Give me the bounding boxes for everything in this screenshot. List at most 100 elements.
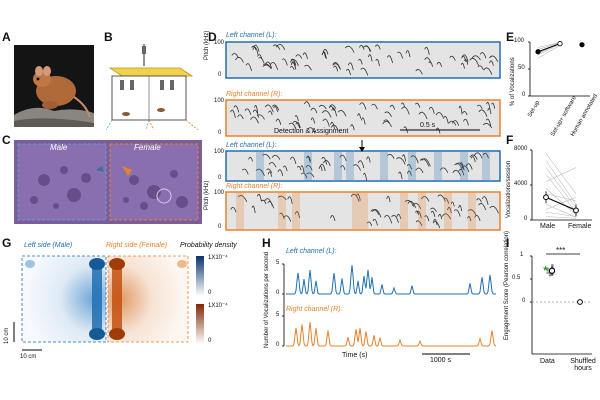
syllable [245, 63, 252, 72]
mouse-photo [14, 45, 94, 127]
syllable [421, 196, 430, 202]
syllable [323, 160, 331, 167]
syllable [287, 196, 293, 204]
i-ytick-0: 0 [522, 298, 526, 304]
e-mean-point [557, 41, 563, 47]
f-ytick-4000: 4000 [514, 181, 528, 187]
syllable [368, 54, 373, 62]
syllable [396, 157, 406, 165]
e-mean-line [537, 43, 561, 53]
detected-right-segment [418, 193, 426, 229]
syllable [270, 62, 279, 71]
syllable [451, 120, 460, 126]
detected-right-segment [236, 193, 244, 229]
setup-diagram [106, 44, 199, 130]
syllable [268, 162, 277, 168]
syllable [489, 205, 499, 214]
g-cb-top-2: 1X10⁻⁴ [208, 303, 228, 309]
f-individual-line [545, 160, 577, 205]
arena-image [14, 140, 202, 224]
f-ylabel: Vocalizations/session [506, 160, 512, 218]
syllable [489, 60, 494, 66]
e-ytick-0: 0 [522, 92, 526, 98]
panel-h: Left channel (L): Right channel (R): 5 0… [264, 240, 502, 390]
syllable [483, 67, 493, 75]
syllable [295, 121, 301, 129]
syllable [277, 195, 287, 201]
syllable [482, 152, 489, 159]
syllable [282, 58, 288, 66]
syllable [433, 218, 438, 226]
syllable [294, 115, 299, 122]
e-individual-line [537, 44, 561, 59]
syllable [237, 195, 248, 202]
syllable [397, 51, 404, 59]
h-left-trace [286, 265, 496, 295]
syllable [344, 45, 355, 53]
syllable [272, 44, 281, 50]
syllable [366, 221, 373, 226]
syllable [491, 102, 496, 109]
d-arrow-label: Detection & Assignment [274, 128, 349, 135]
syllable [230, 206, 237, 213]
e-individual-line [537, 43, 561, 56]
h-ytick-0b: 0 [276, 342, 280, 348]
e-ytick-100: 100 [514, 38, 525, 44]
syllable [318, 165, 323, 172]
syllable [264, 61, 272, 69]
syllable [321, 156, 328, 165]
syllable [233, 105, 240, 113]
syllable [386, 55, 393, 64]
syllable [424, 57, 432, 64]
syllable [318, 104, 327, 110]
detected-left-segment [408, 152, 416, 180]
syllable [458, 168, 465, 176]
g-scale-v-label: 10 cm [4, 327, 10, 344]
syllable [424, 46, 430, 55]
syllable [266, 168, 273, 174]
syllable [283, 165, 288, 172]
f-individual-line [545, 211, 577, 217]
syllable [477, 65, 484, 70]
syllable [306, 172, 315, 178]
panel-label-f: F [506, 133, 514, 147]
syllable [461, 54, 469, 63]
syllable [321, 110, 332, 118]
panel-i-plot: ★ [530, 253, 592, 355]
syllable [452, 169, 461, 176]
e-ylabel: % of Vocalizations [510, 57, 516, 106]
syllable [252, 46, 259, 55]
syllable [230, 109, 236, 119]
i-mean-point [548, 267, 556, 274]
detected-right-segment [400, 193, 408, 229]
syllable [438, 213, 443, 220]
syllable [262, 153, 271, 160]
syllable [332, 63, 341, 70]
syllable [389, 104, 395, 110]
syllable [469, 57, 479, 66]
syllable [437, 194, 446, 202]
panel-label-d: D [208, 30, 217, 44]
d-tick-100-a: 100 [214, 40, 225, 46]
f-mean-line [545, 196, 577, 211]
syllable [310, 107, 318, 114]
syllable [421, 158, 431, 167]
panel-g: Left side (Male) Right side (Female) Pro… [4, 240, 260, 390]
syllable [463, 118, 469, 126]
syllable [353, 164, 361, 171]
syllable [251, 45, 257, 51]
detected-left-segment [460, 152, 468, 180]
syllable [275, 44, 286, 50]
panel-f-plot [530, 149, 592, 221]
syllable [415, 167, 424, 174]
h-ylabel: Number of Vocalizations per second [264, 251, 270, 348]
detected-right-segment [360, 193, 368, 229]
syllable [273, 106, 278, 112]
syllable [415, 69, 423, 75]
syllable [339, 154, 347, 162]
syllable [300, 172, 308, 179]
syllable [322, 118, 330, 127]
syllable [478, 203, 487, 211]
g-right-title: Right side (Female) [106, 242, 168, 249]
syllable [355, 193, 361, 201]
